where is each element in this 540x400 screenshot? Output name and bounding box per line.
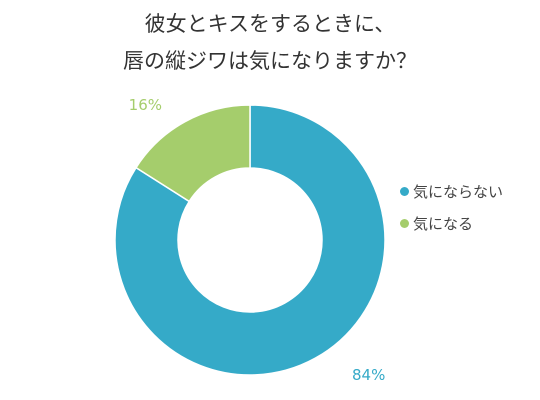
chart-title: 彼女とキスをするときに、 唇の縦ジワは気になりますか？ bbox=[0, 6, 540, 80]
data-label-bothered: 16% bbox=[129, 96, 162, 114]
legend-label-not-bothered: 気にならない bbox=[413, 182, 504, 201]
chart-title-line-1: 彼女とキスをするときに、 bbox=[144, 12, 396, 36]
slice-not-bothered bbox=[114, 104, 386, 376]
legend-swatch-bothered bbox=[400, 218, 409, 228]
legend: 気にならない 気になる bbox=[400, 175, 503, 239]
data-label-not-bothered: 84% bbox=[352, 366, 385, 384]
legend-label-bothered: 気になる bbox=[413, 214, 474, 233]
legend-swatch-not-bothered bbox=[400, 186, 409, 196]
legend-item-not-bothered: 気にならない bbox=[400, 175, 503, 207]
chart-title-line-2: 唇の縦ジワは気になりますか？ bbox=[123, 49, 417, 73]
slice-bothered bbox=[134, 104, 251, 203]
legend-item-bothered: 気になる bbox=[400, 207, 503, 239]
